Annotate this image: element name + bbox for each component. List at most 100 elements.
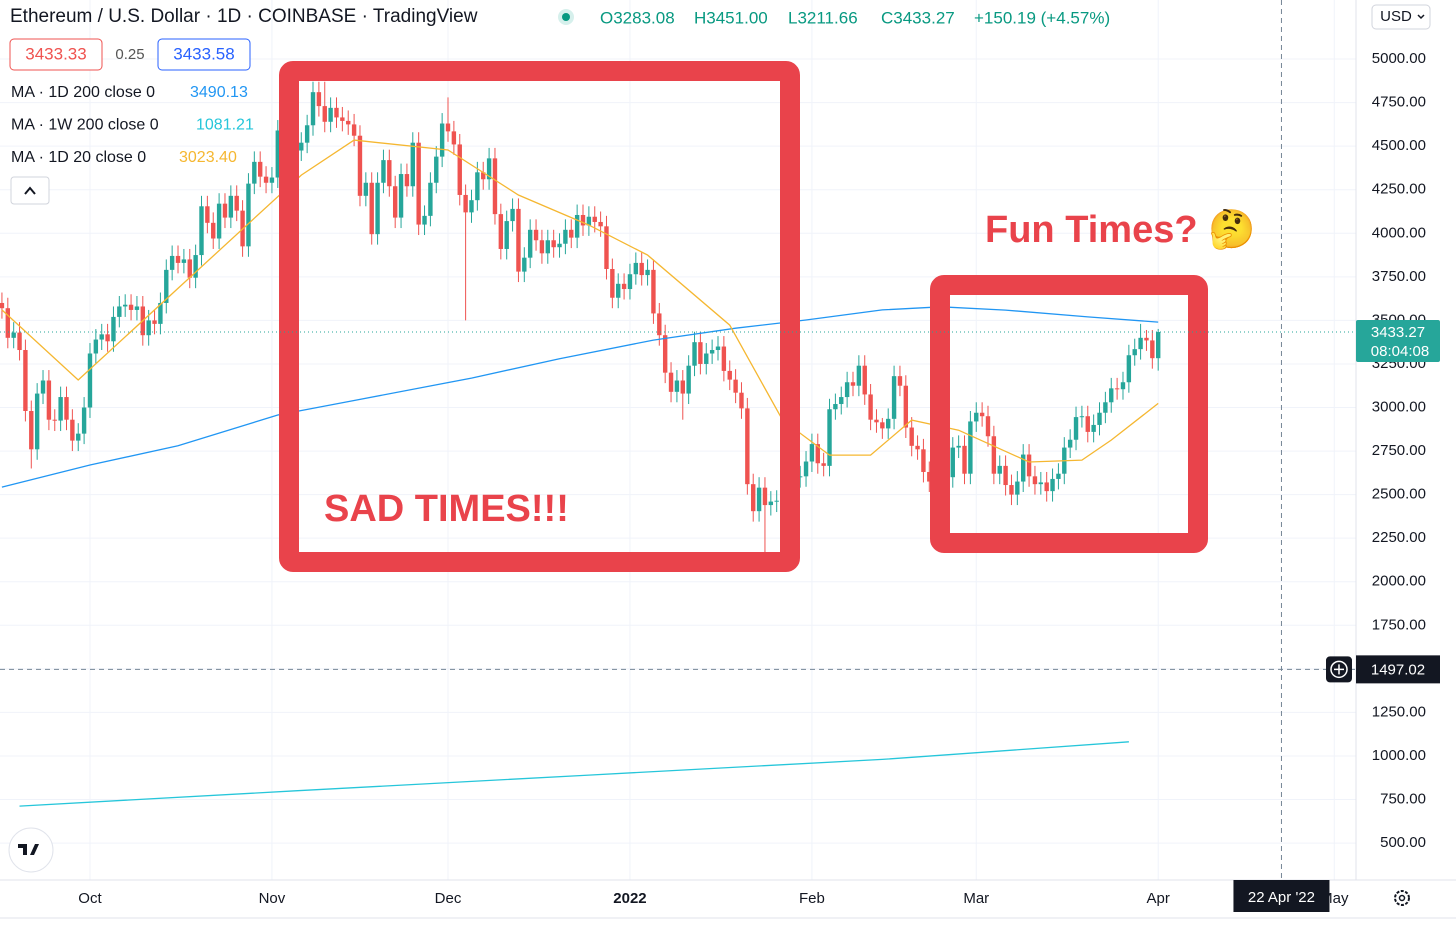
candle-body xyxy=(1126,355,1132,383)
annotation: Fun Times? 🤔 xyxy=(985,208,1255,251)
candle-body xyxy=(1120,382,1126,390)
candle-body xyxy=(1097,412,1102,425)
candle-body xyxy=(70,419,75,441)
settings-icon[interactable] xyxy=(1394,890,1410,906)
candle-body xyxy=(346,120,351,125)
candle-body xyxy=(46,380,52,420)
ohlc: L3211.66 xyxy=(788,8,858,27)
candle-body xyxy=(985,416,991,437)
currency-select[interactable] xyxy=(1371,4,1431,30)
crosshair-price-box xyxy=(1356,655,1440,684)
candle-body xyxy=(416,142,421,225)
price-label-box xyxy=(1356,320,1440,363)
candle-body xyxy=(680,380,685,394)
candle-body xyxy=(351,124,357,136)
candle-body xyxy=(252,161,257,184)
ma-line xyxy=(1,139,1159,463)
candle-body xyxy=(645,269,650,276)
y-tick-label: 1000.00 xyxy=(1372,747,1426,764)
candle-body xyxy=(52,419,57,421)
candle-body xyxy=(310,92,316,126)
marks xyxy=(0,81,1161,807)
candle-body xyxy=(962,445,967,474)
candle-body xyxy=(428,182,433,216)
collapse-button[interactable] xyxy=(10,176,50,205)
candle-body xyxy=(269,177,275,183)
ohlc: H3451.00 xyxy=(694,8,768,27)
logo-icon xyxy=(18,844,39,855)
candle-body xyxy=(662,335,668,373)
candle-body xyxy=(475,172,480,201)
ask[interactable]: 3433.58 xyxy=(173,44,234,63)
logo[interactable] xyxy=(8,827,54,873)
candle-body xyxy=(715,346,721,351)
candle-body xyxy=(1044,482,1049,492)
candle-body xyxy=(516,208,521,272)
candle-body xyxy=(1032,476,1038,485)
candle-body xyxy=(956,445,961,448)
candle-body xyxy=(193,255,198,278)
candle-body xyxy=(604,226,609,270)
candle-body xyxy=(11,332,16,338)
crosshair-price: 1497.02 xyxy=(1371,661,1425,678)
candle-body xyxy=(563,229,568,244)
candle-body xyxy=(492,158,498,215)
candle-body xyxy=(58,397,63,421)
candle-body xyxy=(809,444,815,462)
candle-body xyxy=(856,365,862,386)
candle-body xyxy=(903,385,909,428)
legend-value: 3023.40 xyxy=(179,149,237,166)
candle-body xyxy=(457,144,462,195)
candle-body xyxy=(721,346,727,371)
candle-body xyxy=(522,257,527,272)
candle-body xyxy=(1067,439,1073,448)
bid-box[interactable] xyxy=(9,38,103,71)
candle-body xyxy=(445,123,451,132)
candle-body xyxy=(422,215,427,225)
candle-body xyxy=(234,195,239,211)
add-alert-icon xyxy=(1330,660,1348,679)
candle-body xyxy=(991,436,997,474)
candle-body xyxy=(228,195,234,218)
y-tick-label: 2000.00 xyxy=(1372,573,1426,590)
ma-line xyxy=(1,306,1159,488)
x-tick-label: Dec xyxy=(435,890,462,907)
candle-body xyxy=(357,135,363,196)
candle-body xyxy=(803,461,809,477)
candle-body xyxy=(216,203,222,239)
candle-body xyxy=(686,365,691,394)
candle-body xyxy=(586,216,592,226)
candle-body xyxy=(997,465,1002,474)
annotation-box xyxy=(279,61,800,572)
bid[interactable]: 3433.33 xyxy=(25,44,86,63)
x-tick-label: Apr xyxy=(1147,890,1170,907)
candle-body xyxy=(921,449,926,472)
candle-body xyxy=(569,229,574,238)
candle-body xyxy=(657,313,662,336)
candle-body xyxy=(322,106,327,122)
candle-body xyxy=(762,487,768,506)
candle-body xyxy=(815,444,820,464)
candle-body xyxy=(299,142,304,151)
candle-body xyxy=(1114,388,1120,390)
candle-body xyxy=(545,240,550,254)
candle-body xyxy=(404,174,410,187)
ask-box[interactable] xyxy=(157,38,251,71)
candle-body xyxy=(17,332,22,351)
ohlc: +150.19 (+4.57%) xyxy=(974,8,1110,27)
candle-body xyxy=(774,500,779,502)
currency: USD xyxy=(1380,8,1412,25)
legend-value: 1081.21 xyxy=(196,117,254,134)
candle-body xyxy=(263,176,269,183)
candle-body xyxy=(398,174,404,218)
candle-body xyxy=(727,370,732,380)
y-tick-label: 2750.00 xyxy=(1372,442,1426,459)
candle-body xyxy=(128,304,134,310)
candle-body xyxy=(692,342,697,366)
candle-body xyxy=(257,161,263,177)
candle-body xyxy=(29,410,34,450)
candle-body xyxy=(246,183,251,247)
candle-body xyxy=(1091,424,1096,432)
